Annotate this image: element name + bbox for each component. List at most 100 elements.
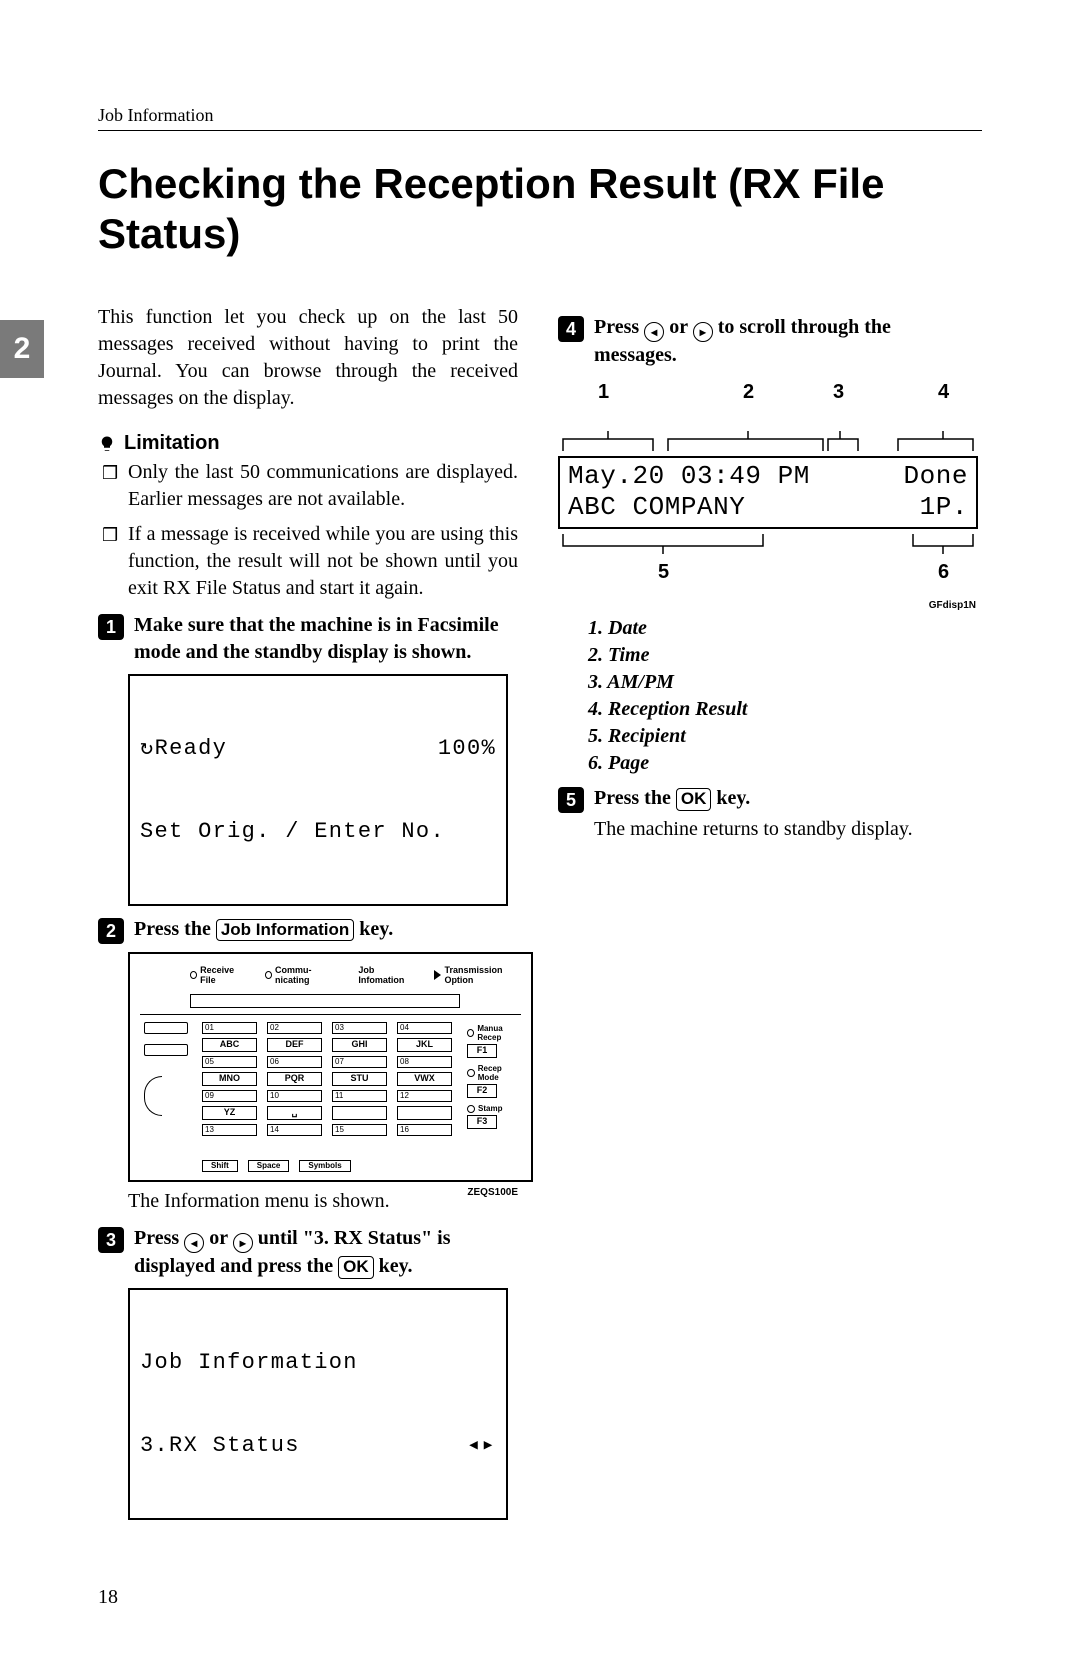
- keypad-diagram: Receive File Commu- nicating Job Infomat…: [128, 952, 533, 1182]
- lcd-line: ABC COMPANY: [568, 492, 745, 523]
- keypad-cell: 02: [267, 1022, 322, 1034]
- keypad-cell: 09: [202, 1090, 257, 1102]
- right-arrow-icon: ▸: [693, 322, 713, 342]
- legend-item: 5. Recipient: [588, 725, 978, 748]
- lcd-rx-status: Job Information 3.RX Status ◂▸: [128, 1288, 508, 1520]
- legend-item: 2. Time: [588, 644, 978, 667]
- bracket-bottom: [558, 529, 978, 574]
- legend-item: 3. AM/PM: [588, 671, 978, 694]
- step-4: 4 Press ◂ or ▸ to scroll through the mes…: [558, 314, 978, 369]
- keypad-cell: 07: [332, 1056, 387, 1068]
- keypad-cell: 16: [397, 1124, 452, 1136]
- after-keypad-text: The Information menu is shown.: [128, 1188, 518, 1215]
- lcd-line: Job Information: [140, 1349, 496, 1377]
- callout-num: 5: [658, 561, 669, 584]
- lcd-line: ◂▸: [467, 1432, 496, 1460]
- keypad-cell: 05: [202, 1056, 257, 1068]
- keypad-cell: F2: [467, 1084, 497, 1098]
- keypad-cell: 14: [267, 1124, 322, 1136]
- keypad-cell: PQR: [267, 1072, 322, 1086]
- lcd-line: 3.RX Status: [140, 1432, 300, 1460]
- lcd-line: 1P.: [920, 492, 968, 523]
- keypad-label: Manua Recep: [477, 1024, 523, 1042]
- step-5-after: The machine returns to standby display.: [594, 816, 978, 843]
- keypad-cell: 03: [332, 1022, 387, 1034]
- callout-num: 3: [833, 381, 844, 404]
- step-3: 3 Press ◂ or ▸ until "3. RX Status" is d…: [98, 1225, 518, 1280]
- legend-item: 1. Date: [588, 617, 978, 640]
- keypad-cell: STU: [332, 1072, 387, 1086]
- text: Press the: [134, 918, 216, 940]
- page-number: 18: [98, 1586, 118, 1609]
- step-number-icon: 2: [98, 918, 124, 944]
- keypad-cell: MNO: [202, 1072, 257, 1086]
- keypad-cell: 13: [202, 1124, 257, 1136]
- keypad-label: Receive File: [200, 965, 245, 985]
- keypad-cell: 08: [397, 1056, 452, 1068]
- step-3-text: Press ◂ or ▸ until "3. RX Status" is dis…: [134, 1225, 518, 1280]
- keypad-cell: Shift: [202, 1160, 238, 1172]
- step-1-text: Make sure that the machine is in Facsimi…: [134, 612, 518, 666]
- status-diagram: 1 2 3 4 May.20 03:49 PMDone ABC COMPA: [558, 381, 978, 611]
- keypad-label: Stamp: [478, 1104, 502, 1113]
- lightbulb-icon: [98, 435, 116, 453]
- text: key.: [716, 787, 750, 809]
- lcd-line: ↻Ready: [140, 735, 227, 763]
- lcd-line: May.20 03:49 PM: [568, 461, 810, 492]
- keypad-cell: Symbols: [299, 1160, 350, 1172]
- lcd-line: Set Orig. / Enter No.: [140, 818, 496, 846]
- keypad-label: Job Infomation: [358, 965, 414, 985]
- left-arrow-icon: ◂: [184, 1233, 204, 1253]
- limitation-item: If a message is received while you are u…: [98, 521, 518, 602]
- step-number-icon: 4: [558, 316, 584, 342]
- legend-item: 6. Page: [588, 752, 978, 775]
- image-code: ZEQS100E: [467, 1187, 518, 1198]
- keypad-cell: JKL: [397, 1038, 452, 1052]
- keypad-cell: 11: [332, 1090, 387, 1102]
- limitation-list: Only the last 50 communications are disp…: [98, 459, 518, 602]
- keypad-label: Commu- nicating: [275, 965, 338, 985]
- page-title: Checking the Reception Result (RX File S…: [98, 159, 982, 258]
- intro-paragraph: This function let you check up on the la…: [98, 304, 518, 412]
- keypad-cell: F1: [467, 1044, 497, 1058]
- legend-list: 1. Date 2. Time 3. AM/PM 4. Reception Re…: [588, 617, 978, 775]
- key-ok: OK: [338, 1256, 374, 1278]
- right-arrow-icon: ▸: [233, 1233, 253, 1253]
- keypad-cell: GHI: [332, 1038, 387, 1052]
- text: key.: [359, 918, 393, 940]
- lcd-line: Done: [904, 461, 969, 492]
- step-4-text: Press ◂ or ▸ to scroll through the messa…: [594, 314, 978, 369]
- keypad-cell: 15: [332, 1124, 387, 1136]
- limitation-heading: Limitation: [98, 432, 518, 455]
- callout-num: 4: [938, 381, 949, 404]
- right-column: 4 Press ◂ or ▸ to scroll through the mes…: [558, 304, 978, 1528]
- image-code: GFdisp1N: [929, 600, 976, 611]
- keypad-label: Recep Mode: [478, 1064, 523, 1082]
- keypad-cell: F3: [467, 1115, 497, 1129]
- step-number-icon: 1: [98, 614, 124, 640]
- lcd-ready: ↻Ready100% Set Orig. / Enter No.: [128, 674, 508, 906]
- keypad-label: Transmission Option: [444, 965, 521, 985]
- left-column: This function let you check up on the la…: [98, 304, 518, 1528]
- chapter-tab: 2: [0, 320, 44, 378]
- step-2-text: Press the Job Information key.: [134, 916, 518, 943]
- keypad-cell: VWX: [397, 1072, 452, 1086]
- text: or: [669, 316, 693, 338]
- keypad-cell: 10: [267, 1090, 322, 1102]
- keypad-cell: YZ: [202, 1106, 257, 1120]
- step-5: 5 Press the OK key. The machine returns …: [558, 785, 978, 843]
- keypad-cell: 06: [267, 1056, 322, 1068]
- step-1: 1 Make sure that the machine is in Facsi…: [98, 612, 518, 666]
- keypad-cell: 04: [397, 1022, 452, 1034]
- callout-num: 2: [743, 381, 754, 404]
- header-rule: [98, 130, 982, 131]
- keypad-cell: DEF: [267, 1038, 322, 1052]
- legend-item: 4. Reception Result: [588, 698, 978, 721]
- key-ok: OK: [676, 788, 712, 810]
- keypad-cell: ABC: [202, 1038, 257, 1052]
- callout-num: 1: [598, 381, 609, 404]
- step-number-icon: 3: [98, 1227, 124, 1253]
- text: Press: [594, 316, 644, 338]
- keypad-cell: Space: [248, 1160, 290, 1172]
- step-2: 2 Press the Job Information key.: [98, 916, 518, 944]
